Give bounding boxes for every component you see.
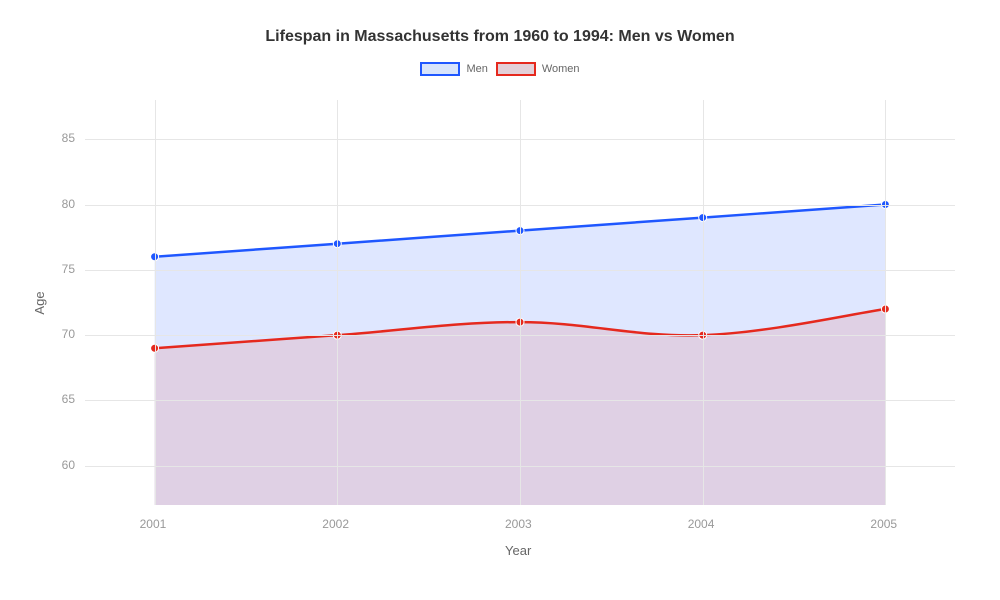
legend-label-men: Men [466,63,487,75]
y-tick-label: 60 [62,458,75,472]
legend-item-women: Women [496,62,580,76]
x-tick-label: 2001 [140,517,167,531]
y-tick-label: 85 [62,131,75,145]
x-tick-label: 2005 [870,517,897,531]
y-axis-title: Age [32,291,47,314]
chart-title: Lifespan in Massachusetts from 1960 to 1… [0,28,1000,46]
grid-line-v [337,100,338,505]
grid-line-v [520,100,521,505]
x-tick-label: 2003 [505,517,532,531]
x-axis-title: Year [505,543,531,558]
legend-swatch-women [496,62,536,76]
legend-swatch-men [420,62,460,76]
legend-label-women: Women [542,63,580,75]
grid-line-v [155,100,156,505]
plot-area [85,100,955,505]
x-tick-label: 2004 [688,517,715,531]
legend-item-men: Men [420,62,487,76]
y-tick-label: 80 [62,197,75,211]
grid-line-v [885,100,886,505]
grid-line-v [703,100,704,505]
y-tick-label: 75 [62,262,75,276]
y-tick-label: 70 [62,327,75,341]
y-tick-label: 65 [62,392,75,406]
x-tick-label: 2002 [322,517,349,531]
legend: Men Women [0,62,1000,76]
